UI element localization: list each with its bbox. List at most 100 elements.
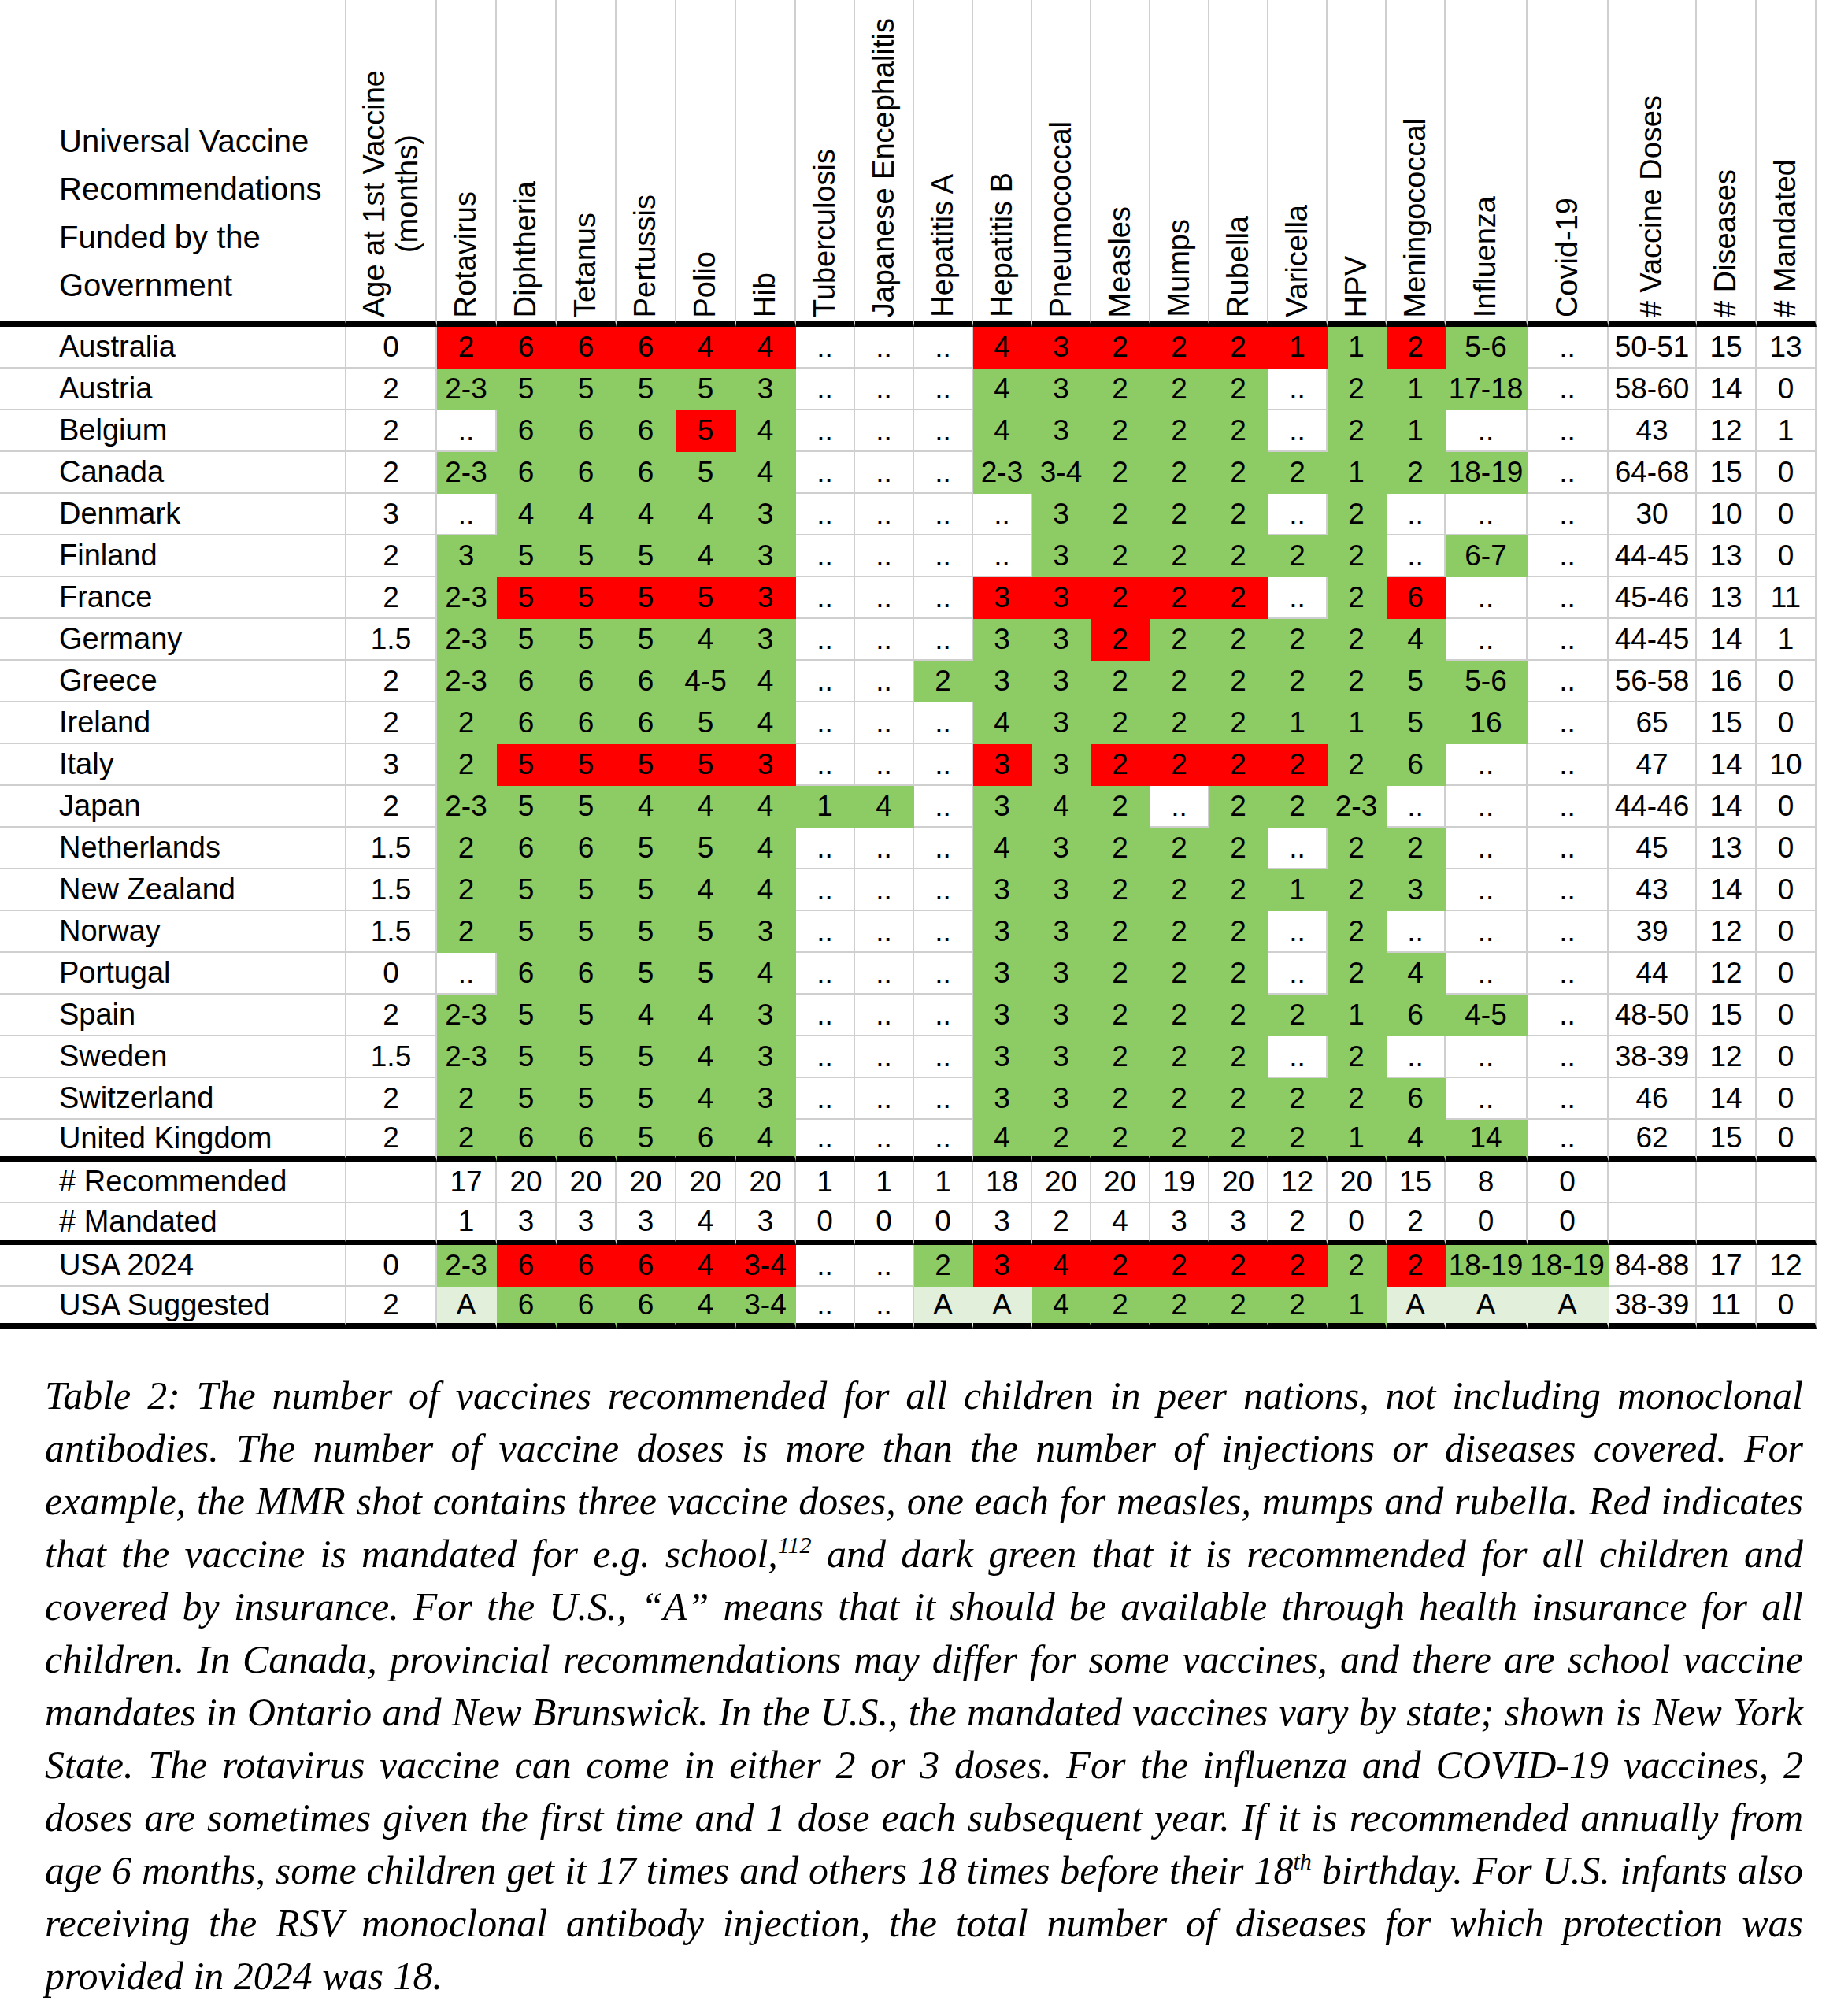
table-cell: 5 — [557, 1036, 617, 1078]
table-cell: 3 — [1032, 494, 1091, 536]
table-cell: 3 — [1032, 869, 1091, 911]
table-cell: 0 — [1757, 828, 1817, 869]
table-cell: .. — [796, 452, 855, 494]
table-cell: 5 — [557, 911, 617, 953]
table-cell: 5 — [617, 369, 676, 410]
row-label: Germany — [0, 619, 346, 661]
table-cell: 2 — [1209, 786, 1268, 828]
table-cell: 3 — [736, 369, 796, 410]
table-cell: .. — [855, 1120, 914, 1162]
table-cell: 4 — [973, 1120, 1032, 1162]
table-title: Universal Vaccine Recommendations Funded… — [0, 0, 346, 327]
table-cell: 16 — [1446, 702, 1528, 744]
table-cell: 2 — [346, 410, 437, 452]
table-cell: 2 — [1150, 369, 1209, 410]
table-cell: 13 — [1697, 536, 1757, 577]
table-cell: 12 — [1697, 410, 1757, 452]
table-cell: .. — [796, 1287, 855, 1329]
table-cell: .. — [855, 327, 914, 369]
table-cell: 4 — [676, 869, 736, 911]
table-cell: .. — [1528, 744, 1609, 786]
table-cell: 1 — [1328, 1287, 1387, 1329]
row-label: USA 2024 — [0, 1245, 346, 1287]
table-cell: 12 — [1697, 953, 1757, 995]
table-cell: 6 — [497, 1287, 557, 1329]
table-cell: 4 — [736, 828, 796, 869]
table-cell: 4 — [1387, 619, 1446, 661]
table-cell: 2 — [437, 702, 497, 744]
table-cell: 18-19 — [1446, 452, 1528, 494]
table-cell: 3 — [736, 1036, 796, 1078]
table-cell: 2 — [1268, 661, 1328, 702]
table-cell: 5 — [676, 452, 736, 494]
table-cell: 2 — [1387, 828, 1446, 869]
table-cell: .. — [796, 369, 855, 410]
table-cell: 5 — [557, 619, 617, 661]
table-cell: 5 — [497, 995, 557, 1036]
table-cell: 2 — [1150, 828, 1209, 869]
table-cell: 4 — [736, 327, 796, 369]
table-cell: 15 — [1387, 1162, 1446, 1203]
row-label: Norway — [0, 911, 346, 953]
table-cell: A — [437, 1287, 497, 1329]
table-cell: 2 — [1150, 452, 1209, 494]
table-cell: 2 — [437, 828, 497, 869]
row-label: Portugal — [0, 953, 346, 995]
table-cell: 1 — [1387, 369, 1446, 410]
table-cell: 2 — [346, 702, 437, 744]
table-cell: .. — [437, 953, 497, 995]
table-cell: .. — [1528, 369, 1609, 410]
table-cell: .. — [914, 1120, 973, 1162]
table-cell: .. — [914, 452, 973, 494]
table-cell: 2 — [1150, 577, 1209, 619]
table-cell: 2 — [1091, 1287, 1150, 1329]
table-cell: .. — [855, 452, 914, 494]
table-cell: 3 — [973, 953, 1032, 995]
table-cell: 14 — [1697, 369, 1757, 410]
table-cell: .. — [855, 869, 914, 911]
table-cell: 1 — [1328, 995, 1387, 1036]
table-cell: 5 — [1387, 702, 1446, 744]
table-cell: 2 — [1328, 953, 1387, 995]
table-cell: A — [973, 1287, 1032, 1329]
table-cell: 3 — [973, 1078, 1032, 1120]
table-cell: 6 — [497, 452, 557, 494]
table-cell: 2-3 — [437, 1036, 497, 1078]
table-cell: 56-58 — [1609, 661, 1697, 702]
table-cell: .. — [796, 869, 855, 911]
table-cell: 20 — [557, 1162, 617, 1203]
table-cell: 2 — [1091, 869, 1150, 911]
table-cell: 5 — [557, 995, 617, 1036]
table-cell: 4 — [1387, 953, 1446, 995]
table-cell: 2 — [346, 1078, 437, 1120]
table-cell: 11 — [1757, 577, 1817, 619]
table-cell: 3 — [736, 1078, 796, 1120]
table-cell: 3-4 — [736, 1245, 796, 1287]
table-cell: 2 — [1032, 1203, 1091, 1245]
table-cell: .. — [1528, 327, 1609, 369]
table-cell: 1 — [1757, 410, 1817, 452]
table-cell: 0 — [1328, 1203, 1387, 1245]
table-cell: .. — [914, 744, 973, 786]
table-cell: 3 — [736, 995, 796, 1036]
table-cell: 6 — [617, 410, 676, 452]
table-cell: 2 — [1328, 369, 1387, 410]
table-cell: A — [914, 1287, 973, 1329]
table-cell: 2 — [1268, 536, 1328, 577]
table-cell: 4-5 — [1446, 995, 1528, 1036]
table-cell: .. — [914, 702, 973, 744]
table-cell: 18-19 — [1446, 1245, 1528, 1287]
table-cell: .. — [1446, 869, 1528, 911]
table-cell: 2 — [1209, 327, 1268, 369]
table-cell: 2-3 — [973, 452, 1032, 494]
table-cell: 2 — [1150, 1287, 1209, 1329]
table-cell: 6 — [557, 661, 617, 702]
table-cell: 6 — [617, 661, 676, 702]
table-cell: 4 — [676, 494, 736, 536]
table-cell: 4 — [676, 1036, 736, 1078]
table-cell: 44-45 — [1609, 536, 1697, 577]
table-cell: 6 — [617, 327, 676, 369]
row-label: # Recommended — [0, 1162, 346, 1203]
table-cell: 1 — [437, 1203, 497, 1245]
column-header: Diphtheria — [497, 0, 557, 327]
